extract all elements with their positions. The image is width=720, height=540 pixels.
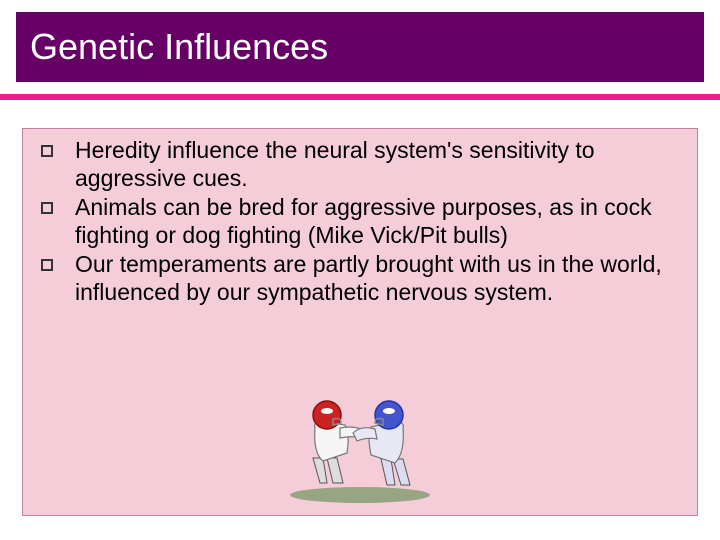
title-band: Genetic Influences xyxy=(16,12,704,82)
list-item: Our temperaments are partly brought with… xyxy=(31,251,677,306)
list-item: Heredity influence the neural system's s… xyxy=(31,137,677,192)
accent-line xyxy=(0,94,720,100)
slide: Genetic Influences Heredity influence th… xyxy=(0,0,720,540)
football-players-illustration xyxy=(275,383,445,503)
bullet-list: Heredity influence the neural system's s… xyxy=(31,137,677,307)
bullet-marker-icon xyxy=(41,145,53,157)
bullet-marker-icon xyxy=(41,202,53,214)
list-item: Animals can be bred for aggressive purpo… xyxy=(31,194,677,249)
bullet-text: Animals can be bred for aggressive purpo… xyxy=(75,194,677,249)
bullet-text: Our temperaments are partly brought with… xyxy=(75,251,677,306)
bullet-text: Heredity influence the neural system's s… xyxy=(75,137,677,192)
content-box: Heredity influence the neural system's s… xyxy=(22,128,698,516)
slide-title: Genetic Influences xyxy=(30,26,328,68)
bullet-marker-icon xyxy=(41,259,53,271)
